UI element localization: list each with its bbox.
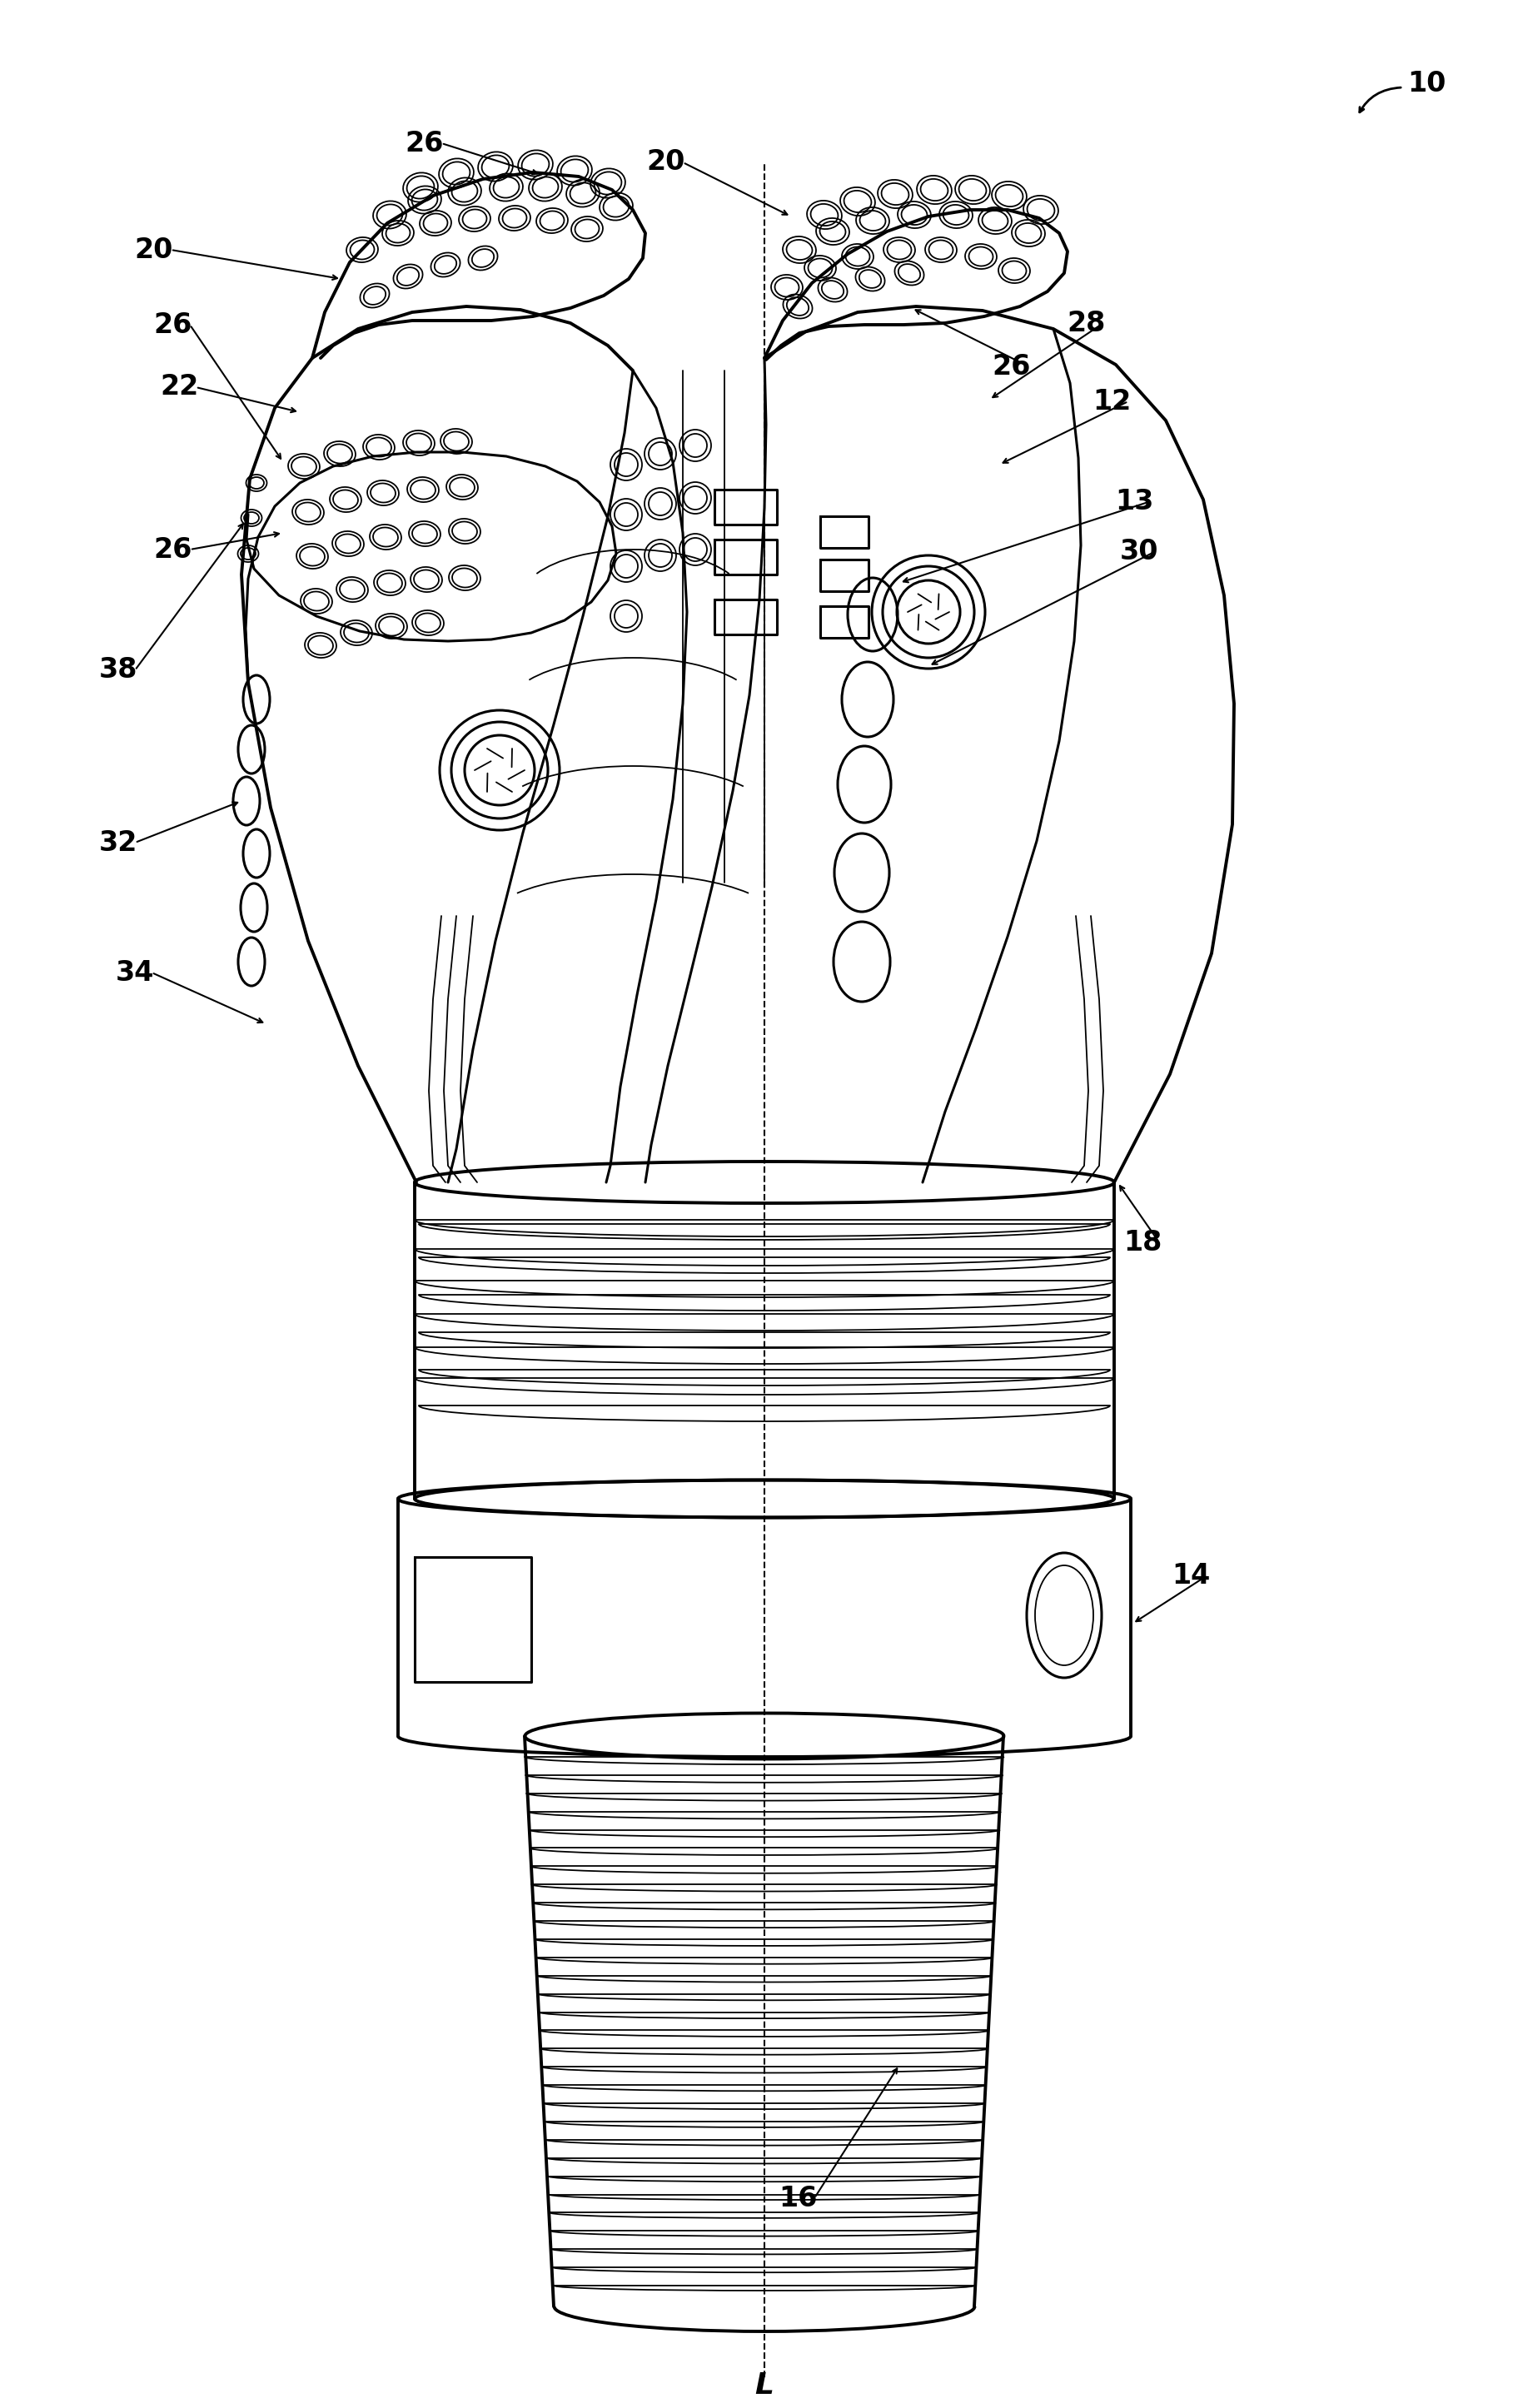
- Text: 26: 26: [405, 130, 445, 157]
- Text: 28: 28: [1068, 308, 1106, 337]
- Text: 26: 26: [154, 537, 193, 563]
- Text: 14: 14: [1172, 1563, 1210, 1589]
- Text: 26: 26: [154, 311, 193, 340]
- Text: 12: 12: [1093, 388, 1131, 414]
- Text: 32: 32: [99, 828, 138, 857]
- Text: 22: 22: [160, 373, 199, 400]
- Text: 13: 13: [1115, 486, 1154, 515]
- Text: 16: 16: [778, 2184, 817, 2213]
- Text: L: L: [755, 2372, 775, 2401]
- Text: 34: 34: [116, 958, 154, 987]
- Text: 26: 26: [992, 352, 1031, 380]
- Text: 20: 20: [646, 149, 686, 176]
- Text: 10: 10: [1407, 70, 1445, 96]
- Text: 20: 20: [134, 236, 173, 262]
- Text: 38: 38: [99, 657, 138, 684]
- Text: 18: 18: [1123, 1228, 1161, 1257]
- Text: 30: 30: [1120, 537, 1158, 566]
